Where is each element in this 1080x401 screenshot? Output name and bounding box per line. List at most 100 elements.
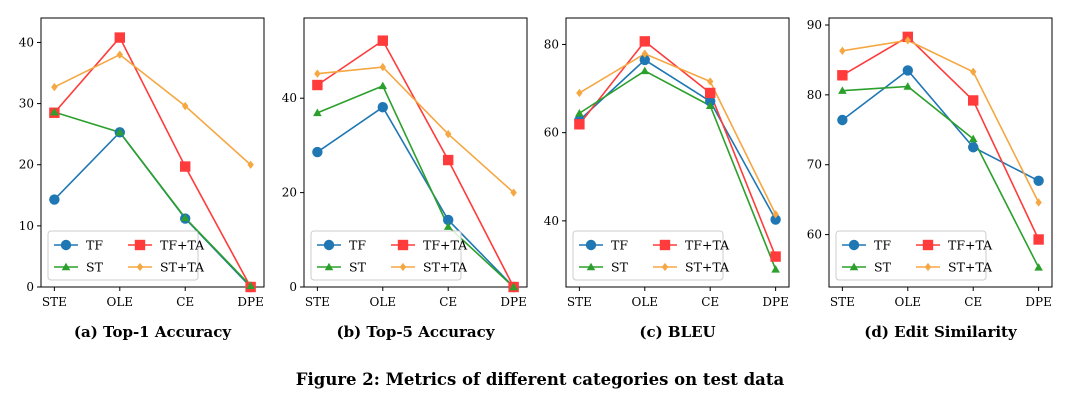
x-tick-label: DPE <box>762 295 788 309</box>
x-tick-label: CE <box>964 295 982 309</box>
series-line-tf <box>316 106 515 288</box>
axes-frame <box>303 17 528 288</box>
legend-label: TF+TA <box>948 238 993 253</box>
data-point-tf <box>1033 175 1044 186</box>
x-tick-label: DPE <box>237 295 263 309</box>
data-point-st <box>838 86 847 94</box>
x-tick-label: OLE <box>895 295 922 309</box>
data-point-tf <box>443 214 454 226</box>
legend-label: ST <box>611 260 629 275</box>
data-point-st-ta <box>445 129 452 139</box>
x-tick-label: CE <box>176 295 194 309</box>
data-point-st-ta <box>707 77 714 86</box>
panel-caption: (d) Edit Similarity <box>864 323 1018 341</box>
data-point-st-ta <box>182 101 189 111</box>
legend-label: ST+TA <box>160 260 205 275</box>
data-point-st <box>313 108 322 117</box>
legend-marker <box>922 239 934 251</box>
y-tick-label: 90 <box>807 18 822 32</box>
data-point-st-ta <box>116 50 123 59</box>
x-tick-label: OLE <box>632 295 659 309</box>
series-line-tf <box>578 58 777 220</box>
data-point-st <box>903 82 913 90</box>
legend-marker <box>399 262 407 272</box>
series-line-st <box>317 84 515 288</box>
data-point-st <box>443 222 453 230</box>
y-tick-label: 30 <box>19 97 34 111</box>
y-tick-label: 20 <box>282 186 297 200</box>
data-point-tf-ta <box>180 161 191 172</box>
chart-panel-4: 60 70 80 90 STE OLE CE DPE TF TF+TA ST ST+TA (d) Edi… <box>807 17 1053 341</box>
data-point-tf <box>49 194 60 205</box>
data-point-st-ta <box>51 82 58 92</box>
legend-label: ST <box>874 260 892 275</box>
legend-label: TF+TA <box>685 238 730 253</box>
legend-label: TF <box>349 238 366 253</box>
data-point-tf-ta <box>377 35 388 46</box>
data-point-st-ta <box>839 46 846 55</box>
data-point-st <box>705 101 715 109</box>
series-line-st-ta <box>842 39 1040 203</box>
data-point-tf <box>312 146 323 158</box>
data-point-st-ta <box>510 188 517 197</box>
data-point-tf-ta <box>770 251 781 262</box>
y-tick-label: 80 <box>544 37 559 51</box>
series-line-st <box>54 111 252 287</box>
y-tick-label: 10 <box>19 219 34 233</box>
legend-marker <box>659 239 671 251</box>
y-tick-label: 0 <box>26 280 34 294</box>
data-point-tf <box>968 142 979 153</box>
legend-marker <box>323 239 335 251</box>
series-line-tf-ta <box>53 36 252 288</box>
legend-marker <box>60 239 72 251</box>
data-point-st <box>378 81 388 90</box>
legend-marker <box>849 262 859 271</box>
legend-label: TF <box>86 238 103 253</box>
data-point-st <box>246 281 255 290</box>
chart-panel-2: 0 20 40 STE OLE CE DPE TF TF+TA ST ST+TA (b) Top-5 … <box>282 17 528 341</box>
series-line-st <box>578 69 777 270</box>
legend-marker <box>586 262 596 271</box>
series-line-tf-ta <box>578 40 777 257</box>
legend-label: TF+TA <box>160 238 205 253</box>
legend-marker <box>136 262 144 272</box>
legend-label: ST <box>86 260 104 275</box>
series-line-st-ta <box>317 66 515 194</box>
data-point-tf-ta <box>705 87 716 99</box>
legend: TF TF+TA ST ST+TA <box>310 230 468 281</box>
legend-marker <box>661 262 669 272</box>
legend-box <box>572 230 724 281</box>
legend-label: ST+TA <box>685 260 730 275</box>
x-tick-label: STE <box>567 295 592 309</box>
data-point-st-ta <box>772 210 779 219</box>
y-tick-label: 80 <box>807 88 822 102</box>
legend-marker <box>324 262 334 271</box>
data-point-st <box>180 213 190 222</box>
legend-marker <box>134 239 146 251</box>
legend-box <box>310 230 462 281</box>
data-point-tf <box>770 214 781 225</box>
y-tick-label: 20 <box>19 158 34 172</box>
panel-caption: (a) Top-1 Accuracy <box>74 323 233 341</box>
y-tick-label: 60 <box>807 228 822 242</box>
series-line-tf-ta <box>841 35 1040 240</box>
data-point-tf <box>837 114 848 126</box>
x-tick-label: OLE <box>370 295 397 309</box>
legend-label: ST+TA <box>423 260 468 275</box>
chart-panel-1: 0 10 20 30 40 STE OLE CE DPE TF TF+TA ST ST+TA (a) To… <box>19 17 265 341</box>
data-point-st <box>1034 263 1043 271</box>
panel-caption: (b) Top-5 Accuracy <box>336 323 495 341</box>
data-point-st <box>771 265 780 273</box>
data-point-tf-ta <box>837 70 848 81</box>
x-tick-label: STE <box>830 295 855 309</box>
data-point-st <box>968 134 978 143</box>
data-point-st-ta <box>379 62 386 72</box>
data-point-tf-ta <box>574 119 585 130</box>
legend-label: ST <box>349 260 367 275</box>
legend: TF TF+TA ST ST+TA <box>572 230 730 281</box>
data-point-tf-ta <box>443 154 454 166</box>
y-tick-label: 70 <box>807 158 822 172</box>
data-point-st <box>640 66 650 75</box>
data-point-tf <box>377 101 388 113</box>
data-point-st-ta <box>970 67 977 76</box>
